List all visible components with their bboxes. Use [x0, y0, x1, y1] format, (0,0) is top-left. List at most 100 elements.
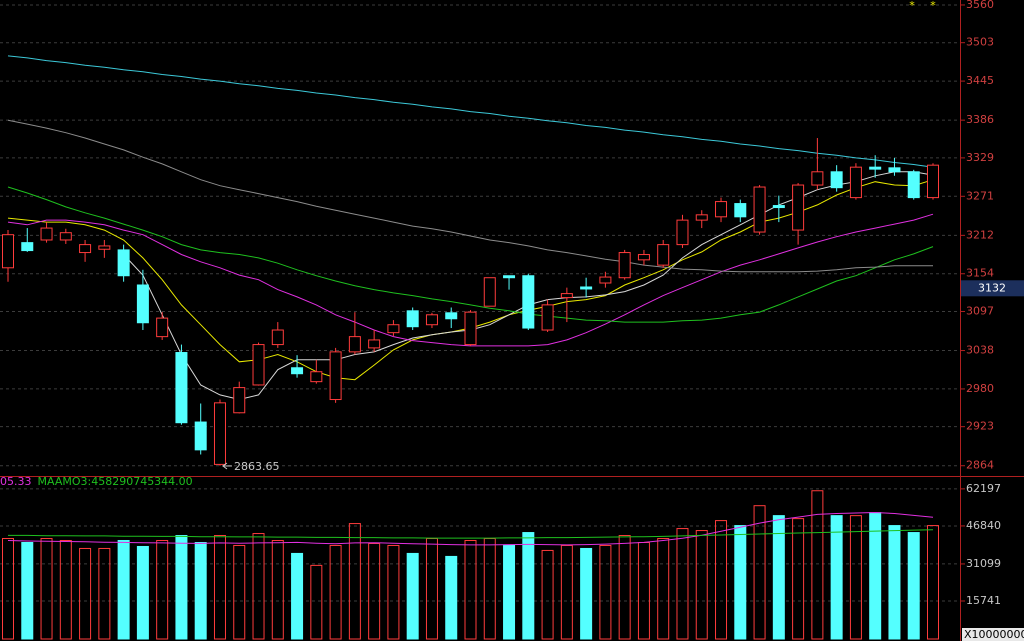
volume-bar	[753, 505, 766, 640]
volume-bar	[40, 538, 53, 640]
volume-bar	[907, 532, 920, 640]
candle-body	[252, 344, 265, 386]
volume-bar	[175, 535, 188, 640]
legend-text: 05.33	[0, 475, 32, 488]
low-annotation: 2863.65	[234, 460, 280, 473]
candle-body	[213, 402, 226, 465]
y-tick-label: 3503	[966, 36, 994, 49]
volume-bar	[329, 544, 342, 640]
candle-body	[387, 324, 400, 334]
candle-body	[907, 171, 920, 199]
volume-bar	[156, 539, 169, 640]
candle-body	[136, 284, 149, 324]
unit-box	[962, 628, 1024, 641]
y-tick-label: 46840	[966, 519, 1001, 532]
candle-body	[368, 339, 381, 349]
candle-body	[175, 352, 188, 424]
candle-body	[21, 242, 34, 252]
volume-ma-line	[7, 511, 934, 546]
volume-bar	[387, 544, 400, 640]
volume-bar	[291, 552, 304, 640]
candle-body	[734, 203, 747, 218]
ma-line	[7, 55, 934, 168]
volume-bar	[715, 520, 728, 640]
candle-body	[117, 249, 130, 277]
y-tick-label: 3271	[966, 189, 994, 202]
candle-body	[927, 164, 939, 199]
y-tick-label: 3329	[966, 151, 994, 164]
candle-body	[772, 205, 785, 209]
candle-body	[348, 336, 361, 353]
candle-body	[445, 312, 458, 320]
legend-text: MAAMO3:458290745344.00	[38, 475, 193, 488]
volume-bar	[464, 539, 477, 640]
candle-body	[406, 310, 419, 328]
candle-body	[599, 276, 612, 284]
volume-bar	[830, 515, 843, 640]
volume-bar	[233, 544, 246, 640]
volume-bar	[657, 538, 670, 640]
candle-body	[753, 186, 766, 233]
ma-line	[7, 119, 933, 273]
volume-bar	[541, 549, 554, 640]
y-tick-label: 3038	[966, 344, 994, 357]
volume-bar	[445, 555, 458, 640]
candle-body	[503, 275, 516, 279]
volume-bar	[252, 533, 265, 640]
volume-bar	[560, 544, 573, 640]
y-tick-label: 3097	[966, 304, 994, 317]
volume-bar	[695, 530, 708, 640]
candle-body	[676, 219, 689, 246]
y-tick-label: 3154	[966, 267, 994, 280]
volume-ma-line	[8, 529, 934, 539]
volume-bar	[136, 545, 149, 640]
volume-bar	[406, 552, 419, 640]
candle-body	[59, 232, 72, 241]
volume-bar	[734, 525, 747, 640]
candle-body	[618, 252, 631, 279]
y-tick-label: 31099	[966, 557, 1001, 570]
candle-body	[2, 234, 14, 269]
volume-bar	[888, 525, 901, 640]
last-price-box	[961, 280, 1024, 297]
candle-body	[98, 245, 111, 250]
volume-bar	[580, 547, 593, 640]
y-tick-label: 3445	[966, 74, 994, 87]
candle-body	[888, 167, 901, 173]
volume-bar	[811, 490, 824, 640]
volume-bar	[117, 539, 130, 640]
candle-body	[869, 166, 882, 170]
y-tick-label: 2864	[966, 459, 994, 472]
candle-body	[830, 171, 843, 189]
volume-bar	[348, 523, 361, 640]
candle-body	[329, 351, 342, 401]
volume-bar	[676, 528, 689, 640]
last-price-label: 3132	[978, 281, 1006, 294]
candle-body	[695, 214, 708, 221]
y-tick-label: 2923	[966, 420, 994, 433]
volume-bar	[368, 542, 381, 640]
volume-bar	[271, 539, 284, 640]
volume-bar	[849, 515, 862, 640]
candle-body	[522, 275, 535, 329]
y-tick-label: 3212	[966, 228, 994, 241]
candle-body	[811, 171, 824, 186]
volume-bar	[503, 544, 516, 640]
volume-bar	[59, 539, 72, 640]
volume-bar	[21, 541, 34, 640]
annotation-arrowhead	[222, 462, 228, 470]
volume-bar	[772, 515, 785, 640]
volume-bar	[98, 547, 111, 640]
candle-body	[310, 371, 323, 383]
candle-body	[194, 421, 207, 451]
volume-bar	[792, 518, 805, 640]
candle-body	[156, 317, 169, 338]
candle-body	[541, 304, 554, 331]
candle-body	[464, 311, 477, 346]
candle-body	[715, 201, 728, 218]
y-tick-label: 2980	[966, 382, 994, 395]
y-tick-label: 3560	[966, 0, 994, 11]
y-tick-label: 62197	[966, 482, 1001, 495]
volume-bar	[79, 547, 92, 640]
